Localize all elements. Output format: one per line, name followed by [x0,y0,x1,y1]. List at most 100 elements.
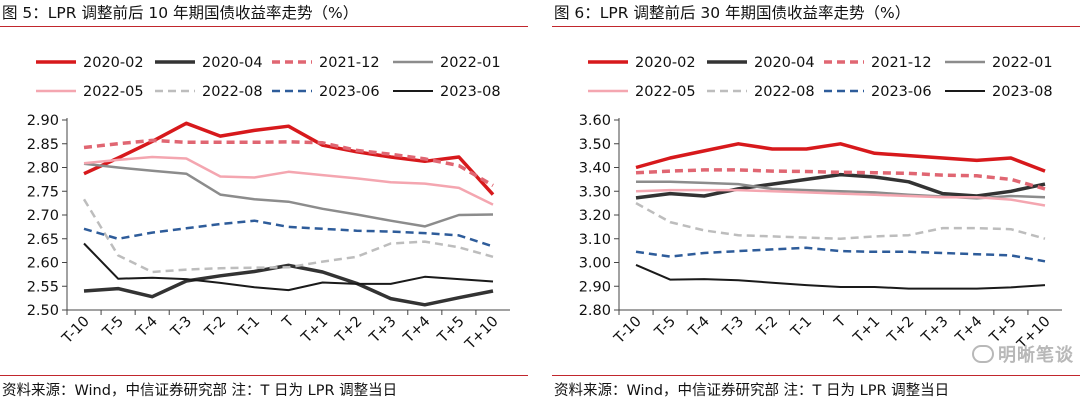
legend-item: 2021-12 [824,55,932,71]
chart-title: 图 6：LPR 调整前后 30 年期国债收益率走势（%） [554,4,911,22]
source-rule [0,375,528,376]
source-rule [552,375,1080,376]
series-line-2022-08 [82,198,494,274]
x-tick-label: T+3 [918,314,951,347]
watermark: 明晰笔谈 [972,341,1074,367]
y-tick-label: 2.65 [27,232,59,248]
legend-label: 2022-05 [635,84,696,100]
legend-item: 2020-02 [36,55,144,71]
series-line-2022-01 [83,162,494,228]
legend-label: 2020-02 [83,55,144,71]
series-line-2020-02 [635,142,1046,173]
legend-item: 2020-02 [588,55,696,71]
series-lines [82,121,495,307]
y-tick-label: 2.80 [27,161,59,177]
x-tick-label: T-5 [651,314,679,342]
legend-item: 2022-08 [707,84,815,100]
chart-panel-10y: 图 5：LPR 调整前后 10 年期国债收益率走势（%） 2020-02 2020… [0,0,528,403]
y-tick-label: 3.10 [579,232,611,248]
x-axis: T-10 T-5 T-4 T-3 T-2 T-1 T T+1 T+2 T+3 T+4 T+5T+10 [59,309,510,354]
legend-label: 2020-04 [202,55,263,71]
line-chart-30y: 2020-02 2020-04 2021-12 2022-01 2022-05 2022-… [579,55,1062,353]
legend-label: 2021-12 [871,55,932,71]
y-tick-label: 2.55 [27,279,59,295]
x-tick-label: T-4 [685,314,713,342]
legend-item: 2023-08 [945,84,1053,100]
series-lines [635,142,1046,290]
y-tick-label: 2.60 [27,256,59,272]
series-line-2020-04 [83,263,494,307]
legend-label: 2023-06 [319,84,380,100]
x-tick-label: T-4 [133,314,161,342]
legend-item: 2022-05 [36,84,144,100]
legend-item: 2020-04 [707,55,815,71]
x-tick-label: T+1 [298,314,331,347]
x-tick-label: T+4 [400,314,433,347]
chart-title: 图 5：LPR 调整前后 10 年期国债收益率走势（%） [2,4,359,22]
y-tick-label: 3.00 [579,256,611,272]
legend-label: 2020-04 [754,55,815,71]
x-tick-label: T+1 [850,314,883,347]
x-tick-label: T-10 [59,314,93,348]
y-tick-label: 2.85 [27,137,59,153]
source-note: 资料来源：Wind，中信证券研究部 注：T 日为 LPR 调整当日 [554,383,950,399]
legend-label: 2020-02 [635,55,696,71]
x-tick-label: T-5 [99,314,127,342]
legend-label: 2022-05 [83,84,144,100]
legend-label: 2022-01 [440,55,501,71]
y-tick-label: 2.90 [579,279,611,295]
series-line-2023-08 [635,263,1046,290]
series-line-2023-06 [83,219,494,248]
x-tick-label: T+10 [462,314,502,354]
y-tick-label: 2.75 [27,184,59,200]
y-tick-label: 3.40 [579,161,611,177]
y-tick-label: 3.30 [579,184,611,200]
legend-label: 2022-08 [754,84,815,100]
legend-item: 2022-01 [393,55,501,71]
legend-item: 2022-01 [945,55,1053,71]
legend-label: 2023-08 [440,84,501,100]
watermark-text: 明晰笔谈 [998,345,1074,366]
x-tick-label: T-2 [754,314,782,342]
x-tick-label: T [831,313,849,331]
x-tick-label: T [279,313,297,331]
series-line-2023-06 [635,246,1046,263]
x-tick-label: T+2 [884,314,917,347]
y-tick-label: 2.80 [579,303,611,319]
legend-label: 2022-08 [202,84,263,100]
legend-label: 2023-06 [871,84,932,100]
series-line-2022-05 [83,155,494,206]
legend-item: 2023-06 [272,84,380,100]
series-line-2021-12 [83,138,494,188]
x-tick-label: T-1 [788,314,816,342]
y-axis: 2.50 2.55 2.60 2.65 2.70 2.75 2.80 2.85 2.90 [27,113,68,319]
series-line-2023-08 [83,242,494,292]
y-tick-label: 2.70 [27,208,59,224]
legend-label: 2023-08 [992,84,1053,100]
legend-item: 2022-05 [588,84,696,100]
legend-item: 2023-08 [393,84,501,100]
line-chart-10y: 2020-02 2020-04 2021-12 2022-01 2022-05 2022-… [27,55,510,354]
y-tick-label: 3.60 [579,113,611,129]
series-line-2021-12 [635,168,1046,191]
legend-item: 2021-12 [272,55,380,71]
y-axis: 2.80 2.90 3.00 3.10 3.20 3.30 3.40 3.50 3.60 [579,113,620,319]
series-line-2022-08 [635,202,1046,240]
y-tick-label: 3.50 [579,137,611,153]
x-tick-label: T-3 [720,314,748,342]
x-tick-label: T-3 [168,314,196,342]
x-tick-label: T-2 [202,314,230,342]
x-tick-label: T-10 [611,314,645,348]
y-tick-label: 2.50 [27,303,59,319]
legend-label: 2021-12 [319,55,380,71]
legend-label: 2022-01 [992,55,1053,71]
legend-item: 2022-08 [155,84,263,100]
legend-item: 2023-06 [824,84,932,100]
title-rule [0,26,528,27]
title-rule [552,26,1080,27]
x-tick-label: T+3 [366,314,399,347]
x-tick-label: T+2 [332,314,365,347]
chart-legend: 2020-02 2020-04 2021-12 2022-01 2022-05 2022-… [36,55,501,100]
chat-bubble-icon [972,345,994,363]
chart-panel-30y: 图 6：LPR 调整前后 30 年期国债收益率走势（%） 2020-02 2020… [552,0,1080,403]
